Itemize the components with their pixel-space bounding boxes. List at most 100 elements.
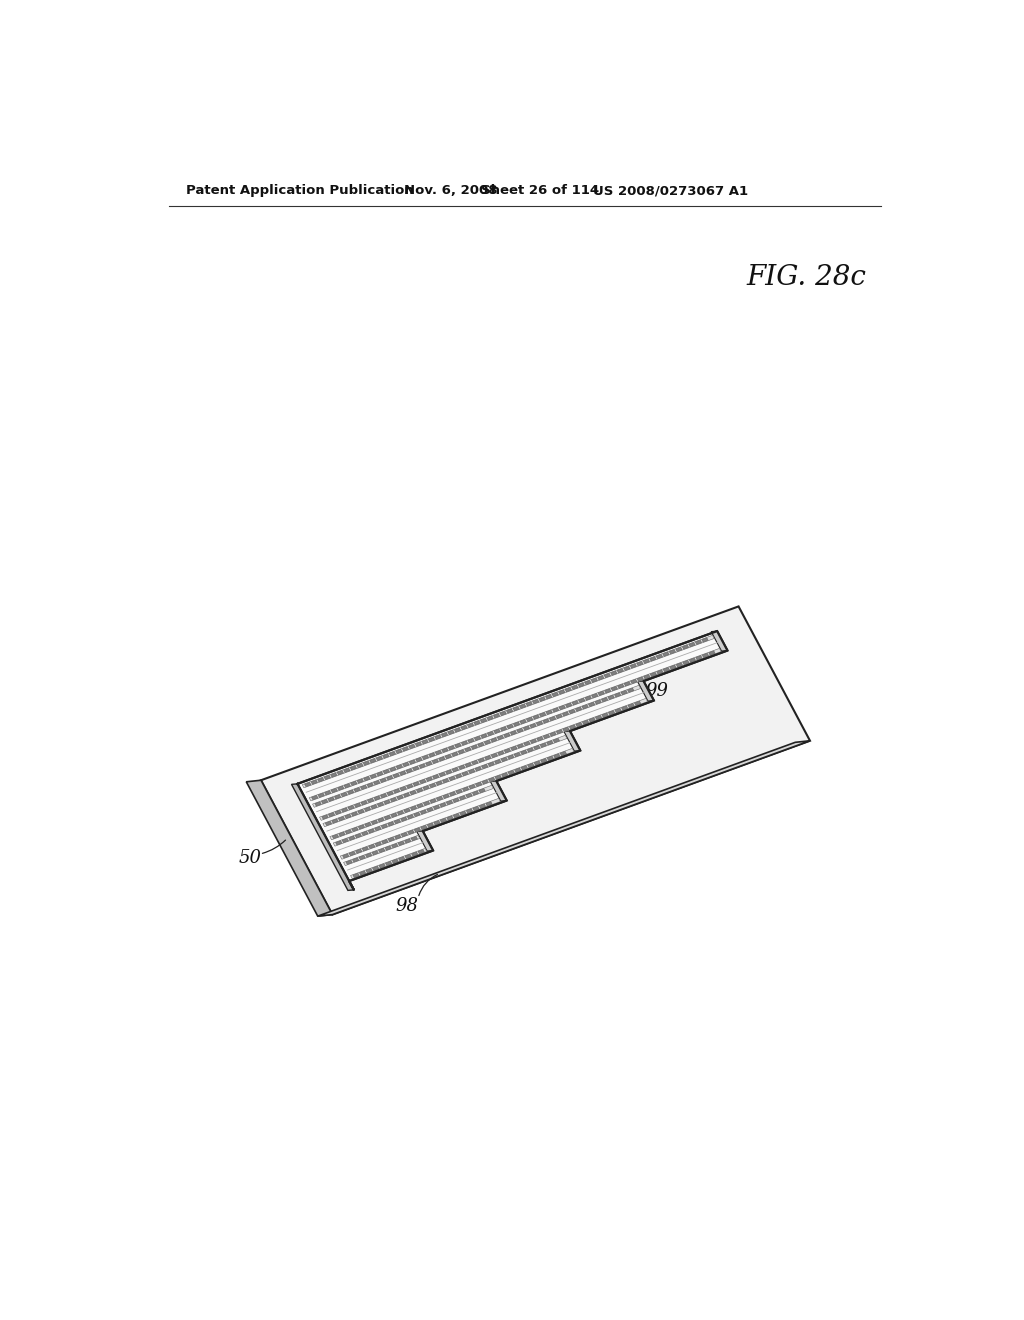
Polygon shape — [656, 655, 663, 659]
Polygon shape — [598, 676, 604, 680]
Polygon shape — [488, 777, 495, 781]
Polygon shape — [498, 751, 504, 755]
Polygon shape — [695, 640, 701, 644]
Polygon shape — [474, 721, 480, 725]
Polygon shape — [635, 701, 641, 705]
Polygon shape — [463, 787, 469, 791]
Polygon shape — [317, 741, 810, 916]
Polygon shape — [492, 754, 498, 758]
Polygon shape — [384, 800, 390, 804]
Text: Patent Application Publication: Patent Application Publication — [186, 185, 414, 197]
Polygon shape — [426, 777, 432, 781]
Polygon shape — [349, 851, 355, 855]
Polygon shape — [617, 669, 624, 673]
Polygon shape — [514, 752, 520, 756]
Polygon shape — [357, 779, 364, 783]
Polygon shape — [663, 652, 669, 656]
Polygon shape — [695, 656, 702, 660]
Polygon shape — [637, 677, 643, 681]
Polygon shape — [430, 799, 436, 803]
Polygon shape — [507, 709, 513, 713]
Polygon shape — [367, 783, 374, 787]
Polygon shape — [532, 715, 540, 719]
Polygon shape — [373, 866, 379, 870]
Polygon shape — [498, 735, 504, 739]
Polygon shape — [556, 714, 562, 718]
Polygon shape — [537, 721, 543, 726]
Polygon shape — [553, 738, 559, 743]
Polygon shape — [359, 855, 366, 859]
Polygon shape — [317, 777, 324, 781]
Polygon shape — [423, 785, 429, 789]
Polygon shape — [365, 807, 371, 812]
Polygon shape — [387, 791, 393, 796]
Polygon shape — [508, 771, 514, 775]
Polygon shape — [452, 752, 458, 756]
Polygon shape — [589, 702, 595, 706]
Polygon shape — [565, 704, 571, 708]
Polygon shape — [377, 772, 383, 776]
Polygon shape — [318, 793, 325, 797]
Polygon shape — [328, 797, 334, 801]
Polygon shape — [564, 731, 581, 751]
Polygon shape — [371, 805, 377, 809]
Polygon shape — [484, 741, 490, 744]
Polygon shape — [450, 792, 456, 796]
Polygon shape — [527, 747, 534, 752]
Polygon shape — [341, 792, 347, 797]
Polygon shape — [565, 688, 571, 692]
Polygon shape — [617, 684, 624, 688]
Polygon shape — [429, 783, 436, 788]
Polygon shape — [569, 709, 575, 714]
Polygon shape — [485, 801, 493, 807]
Polygon shape — [412, 851, 418, 857]
Polygon shape — [438, 756, 445, 762]
Polygon shape — [410, 760, 416, 764]
Polygon shape — [614, 693, 621, 697]
Polygon shape — [543, 719, 549, 723]
Polygon shape — [364, 762, 370, 766]
Polygon shape — [585, 680, 591, 685]
Polygon shape — [379, 863, 385, 869]
Polygon shape — [347, 789, 354, 795]
Polygon shape — [517, 743, 523, 748]
Polygon shape — [402, 762, 409, 767]
Polygon shape — [443, 795, 450, 799]
Polygon shape — [376, 756, 383, 760]
Polygon shape — [418, 850, 424, 854]
Polygon shape — [637, 661, 643, 665]
Polygon shape — [417, 788, 423, 792]
Polygon shape — [348, 836, 355, 841]
Polygon shape — [340, 799, 501, 859]
Polygon shape — [419, 764, 426, 768]
Polygon shape — [461, 726, 467, 730]
Polygon shape — [386, 776, 393, 780]
Polygon shape — [325, 775, 331, 780]
Polygon shape — [461, 741, 468, 746]
Polygon shape — [404, 838, 411, 843]
Polygon shape — [513, 722, 520, 726]
Polygon shape — [649, 657, 656, 661]
Polygon shape — [676, 663, 683, 667]
Polygon shape — [449, 776, 456, 780]
Polygon shape — [372, 850, 378, 855]
Polygon shape — [479, 788, 485, 793]
Polygon shape — [602, 713, 608, 717]
Polygon shape — [360, 801, 368, 805]
Polygon shape — [311, 796, 317, 800]
Polygon shape — [643, 659, 649, 664]
Polygon shape — [331, 788, 338, 792]
Polygon shape — [689, 657, 695, 663]
Polygon shape — [432, 775, 439, 779]
Polygon shape — [638, 681, 654, 701]
Polygon shape — [399, 771, 406, 775]
Polygon shape — [502, 772, 508, 777]
Polygon shape — [535, 760, 541, 766]
Polygon shape — [352, 858, 358, 862]
Polygon shape — [571, 685, 578, 689]
Polygon shape — [339, 832, 345, 837]
Polygon shape — [453, 767, 459, 772]
Polygon shape — [388, 822, 394, 826]
Polygon shape — [385, 846, 391, 850]
Polygon shape — [478, 758, 484, 763]
